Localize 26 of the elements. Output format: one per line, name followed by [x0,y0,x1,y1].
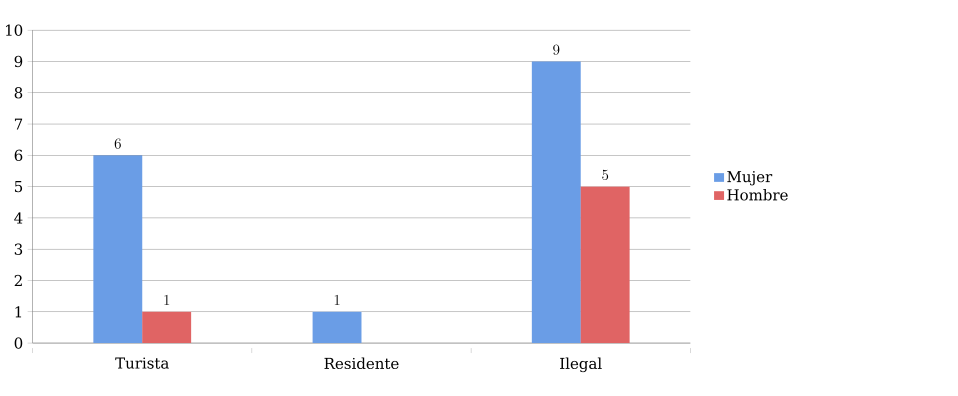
y-tick-label: 1 [16,306,22,318]
legend-label: Hombre [727,189,788,201]
data-label: 1 [164,295,170,306]
x-tick-label: Turista [115,358,169,369]
y-tick-label: 3 [14,244,22,256]
y-tick-label: 0 [14,338,22,349]
data-label: 1 [334,295,340,306]
legend-label: Mujer [727,171,772,186]
bar [580,186,630,344]
y-tick-label: 7 [14,118,22,130]
x-tick-label: Ilegal [560,358,602,372]
y-tick-label: 8 [14,87,22,99]
y-tick-label: 9 [14,56,22,68]
bar [532,62,581,344]
bar [93,156,142,344]
y-tick-label: 6 [14,150,22,162]
bar [312,312,362,344]
data-label: 5 [602,170,608,180]
y-tick-label: 5 [14,181,22,192]
bar [142,312,192,344]
y-tick-label: 2 [14,275,22,286]
data-label: 6 [114,138,121,149]
data-label: 9 [553,44,560,56]
x-tick-label: Residente [324,358,399,370]
y-tick-label: 4 [14,212,22,224]
y-tick-label: 10 [6,24,22,36]
